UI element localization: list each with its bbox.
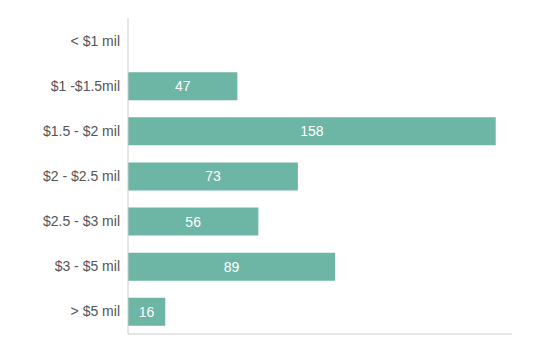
svg-text:$2.5 - $3 mil: $2.5 - $3 mil [43,213,120,229]
svg-text:< $1 mil: < $1 mil [71,33,120,49]
svg-text:73: 73 [205,168,221,184]
svg-text:$1.5 - $2 mil: $1.5 - $2 mil [43,123,120,139]
svg-text:$2 - $2.5 mil: $2 - $2.5 mil [43,168,120,184]
svg-text:89: 89 [224,259,240,275]
svg-text:$1 -$1.5mil: $1 -$1.5mil [51,78,120,94]
svg-text:56: 56 [185,214,201,230]
svg-text:47: 47 [175,78,191,94]
svg-text:16: 16 [139,304,155,320]
svg-text:> $5 mil: > $5 mil [71,303,120,319]
svg-text:$3 - $5 mil: $3 - $5 mil [55,258,120,274]
svg-text:158: 158 [300,123,324,139]
